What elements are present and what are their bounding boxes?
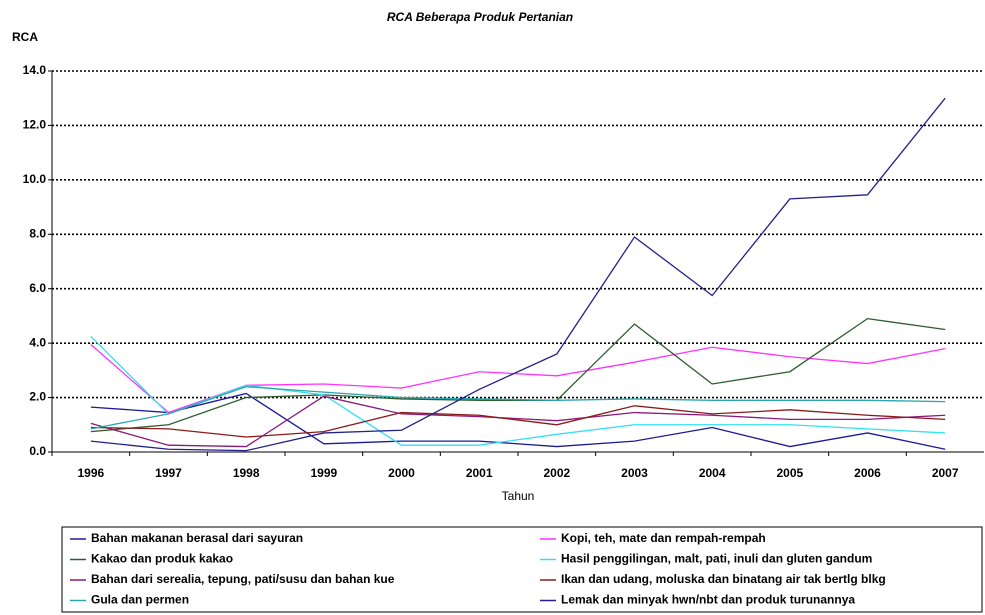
legend-label: Kakao dan produk kakao [91,552,233,566]
series-line [90,344,946,414]
x-tick-label: 2006 [854,466,881,480]
legend-label: Gula dan permen [91,593,189,607]
legend-label: Kopi, teh, mate dan rempah-rempah [561,531,766,545]
x-tick-label: 2007 [932,466,959,480]
y-tick-label: 4.0 [29,335,46,349]
series-line [90,335,946,446]
y-tick-label: 8.0 [29,226,46,240]
series-line [90,405,946,438]
x-axis-label: Tahun [502,489,535,503]
y-tick-label: 6.0 [29,281,46,295]
legend-label: Hasil penggilingan, malt, pati, inuli da… [561,552,872,566]
y-tick-label: 2.0 [29,390,46,404]
x-tick-label: 2001 [466,466,493,480]
chart-title: RCA Beberapa Produk Pertanian [387,10,573,24]
legend-label: Lemak dan minyak hwn/nbt dan produk turu… [561,593,855,607]
x-tick-label: 1998 [233,466,260,480]
x-tick-label: 1999 [310,466,337,480]
legend-box [61,526,983,613]
x-tick-label: 2002 [543,466,570,480]
legend-label: Ikan dan udang, moluska dan binatang air… [561,572,886,586]
y-tick-label: 0.0 [29,444,46,458]
x-tick-label: 1997 [155,466,182,480]
series-line [90,395,946,448]
x-tick-label: 1996 [77,466,104,480]
x-tick-label: 2004 [699,466,726,480]
y-tick-label: 14.0 [23,63,47,77]
y-tick-label: 12.0 [23,118,47,132]
legend-label: Bahan makanan berasal dari sayuran [91,531,303,545]
series-line [90,317,946,433]
legend-label: Bahan dari serealia, tepung, pati/susu d… [91,572,395,586]
y-tick-label: 10.0 [23,172,47,186]
x-tick-label: 2005 [776,466,803,480]
series-line [90,386,946,430]
series-line [90,97,946,452]
series-line [90,392,946,450]
x-tick-label: 2000 [388,466,415,480]
x-tick-label: 2003 [621,466,648,480]
y-axis-label: RCA [12,30,38,44]
